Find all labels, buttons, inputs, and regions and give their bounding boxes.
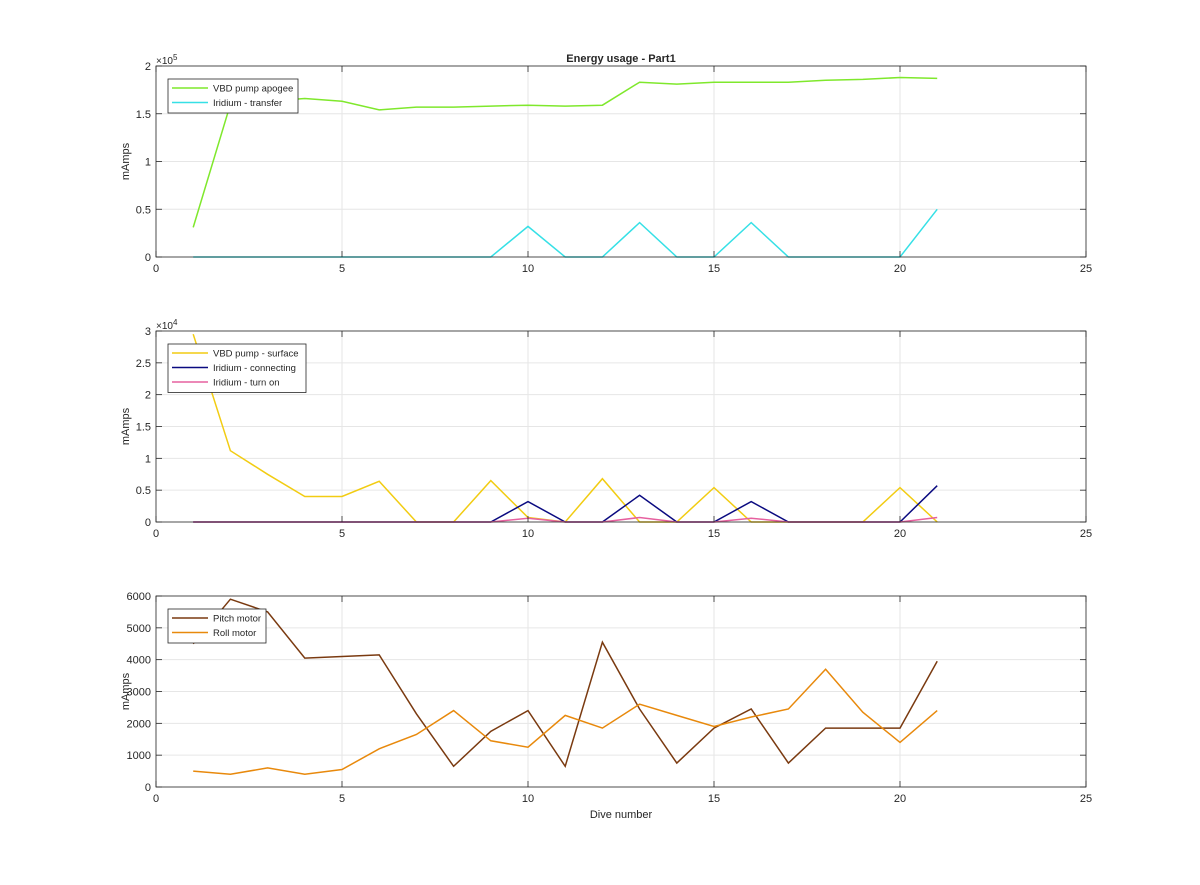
legend-entry: VBD pump - surface xyxy=(213,349,299,360)
y-tick-label: 0.5 xyxy=(136,485,151,497)
legend: VBD pump apogee Iridium - transfer xyxy=(167,78,299,114)
x-tick-label: 20 xyxy=(894,793,906,805)
x-axis-label: Dive number xyxy=(590,809,653,821)
y-exponent-power: 4 xyxy=(173,318,178,327)
y-tick-label: 0 xyxy=(145,252,151,264)
y-tick-label: 0 xyxy=(145,782,151,794)
legend-entry: Pitch motor xyxy=(213,614,261,625)
x-tick-label: 25 xyxy=(1080,263,1092,275)
y-tick-label: 2.5 xyxy=(136,358,151,370)
y-exponent-label: ×104 xyxy=(156,318,178,332)
legend-entry: Roll motor xyxy=(213,628,256,639)
y-tick-label: 3 xyxy=(145,326,151,338)
y-exponent-power: 5 xyxy=(173,53,178,62)
legend: Pitch motor Roll motor xyxy=(167,608,267,644)
y-tick-label: 6000 xyxy=(127,591,151,603)
x-tick-label: 0 xyxy=(153,528,159,540)
x-tick-label: 15 xyxy=(708,263,720,275)
series-line-pitch-motor xyxy=(192,598,938,769)
x-tick-label: 10 xyxy=(522,263,534,275)
subplot-2: 0 5 10 15 20 25 0 0.5 1 1.5 2 2.5 3 ×104 mAmps VBD pump… xyxy=(120,318,1092,540)
legend-box xyxy=(167,78,299,114)
y-tick-label: 5000 xyxy=(127,623,151,635)
x-tick-label: 5 xyxy=(339,263,345,275)
x-tick-label: 25 xyxy=(1080,528,1092,540)
x-tick-label: 20 xyxy=(894,263,906,275)
chart-title: Energy usage - Part1 xyxy=(566,53,675,65)
legend-entry: Iridium - connecting xyxy=(213,363,296,374)
x-tick-label: 0 xyxy=(153,263,159,275)
y-axis-label: mAmps xyxy=(120,142,132,180)
y-tick-label: 1 xyxy=(145,453,151,465)
y-axis-label: mAmps xyxy=(120,407,132,445)
y-tick-label: 1 xyxy=(145,157,151,169)
x-tick-label: 10 xyxy=(522,528,534,540)
y-tick-label: 1.5 xyxy=(136,422,151,434)
x-tick-label: 15 xyxy=(708,528,720,540)
legend: VBD pump - surface Iridium - connecting Ir… xyxy=(167,343,307,393)
y-tick-label: 2000 xyxy=(127,718,151,730)
legend-box xyxy=(167,608,267,644)
y-tick-label: 1.5 xyxy=(136,109,151,121)
y-axis-label: mAmps xyxy=(120,672,132,710)
subplot-3: 0 5 10 15 20 25 0 1000 2000 3000 4000 5000 6000 mAmps… xyxy=(120,591,1092,821)
series-line-roll-motor xyxy=(193,668,938,776)
y-tick-label: 4000 xyxy=(127,655,151,667)
y-exponent-label: ×105 xyxy=(156,53,178,67)
x-tick-label: 0 xyxy=(153,793,159,805)
legend-entry: Iridium - transfer xyxy=(213,98,282,109)
y-tick-label: 3000 xyxy=(127,687,151,699)
x-tick-label: 15 xyxy=(708,793,720,805)
legend-entry: VBD pump apogee xyxy=(213,84,293,95)
x-tick-label: 20 xyxy=(894,528,906,540)
x-tick-label: 5 xyxy=(339,793,345,805)
x-tick-label: 5 xyxy=(339,528,345,540)
x-tick-label: 25 xyxy=(1080,793,1092,805)
subplot-1: 0 5 10 15 20 25 0 0.5 1 1.5 2 ×105 mAmps Energy usage… xyxy=(120,53,1092,275)
y-tick-label: 2 xyxy=(145,61,151,73)
legend-entry: Iridium - turn on xyxy=(213,378,280,389)
y-tick-label: 0 xyxy=(145,517,151,529)
y-tick-label: 2 xyxy=(145,390,151,402)
y-tick-label: 0.5 xyxy=(136,204,151,216)
x-tick-label: 10 xyxy=(522,793,534,805)
y-tick-label: 1000 xyxy=(127,750,151,762)
series-line-vbd-pump-apogee xyxy=(192,76,938,228)
